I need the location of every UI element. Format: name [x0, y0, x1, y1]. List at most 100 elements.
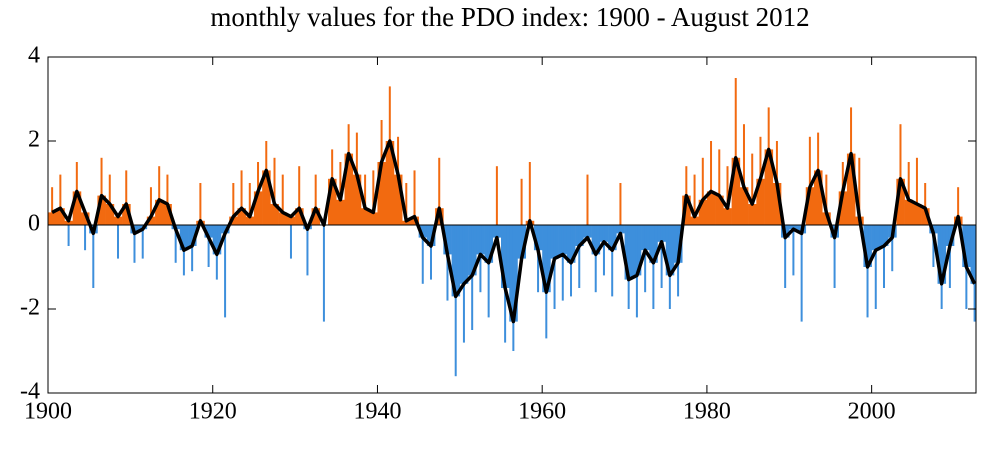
bar	[388, 86, 391, 226]
bar	[199, 183, 202, 225]
bar	[718, 149, 721, 225]
bar	[174, 225, 177, 263]
bar	[495, 166, 498, 225]
chart-title: monthly values for the PDO index: 1900 -…	[210, 2, 809, 32]
bar	[421, 225, 424, 284]
bar	[281, 174, 284, 225]
bar	[149, 187, 152, 225]
bar	[51, 187, 54, 225]
bar	[438, 157, 441, 225]
bar	[561, 225, 564, 301]
bar	[108, 174, 111, 225]
bar	[940, 225, 943, 309]
bar	[800, 225, 803, 322]
bar	[224, 225, 227, 318]
bar	[166, 174, 169, 225]
bar	[59, 174, 62, 225]
smoothed-fill	[64, 220, 74, 225]
bar	[92, 225, 95, 288]
bar	[248, 183, 251, 225]
smoothed-fill	[492, 225, 502, 238]
bar	[726, 166, 729, 225]
x-tick-label: 2000	[848, 399, 896, 425]
x-tick-label: 1980	[683, 399, 731, 425]
bar	[932, 225, 935, 267]
bar	[693, 174, 696, 225]
bar	[273, 157, 276, 225]
x-tick-label: 1900	[24, 399, 72, 425]
bar	[133, 225, 136, 263]
bar	[957, 187, 960, 225]
bar	[866, 225, 869, 318]
smoothed-fill	[113, 216, 123, 225]
bar	[240, 170, 243, 225]
bar	[117, 225, 120, 259]
bar	[314, 174, 317, 225]
bar	[915, 157, 918, 225]
bar	[429, 225, 432, 280]
bar	[84, 225, 87, 251]
x-tick-label: 1920	[189, 399, 237, 425]
bar	[833, 225, 836, 288]
smoothed-fill	[616, 225, 625, 234]
bar	[701, 157, 704, 225]
bar	[298, 166, 301, 225]
bar	[322, 225, 325, 322]
bar	[191, 225, 194, 272]
bar	[158, 166, 161, 225]
bar	[792, 225, 795, 276]
bar	[627, 225, 630, 309]
bar	[734, 78, 737, 225]
bar	[899, 124, 902, 225]
smoothed-fill	[583, 225, 592, 238]
bar	[141, 225, 144, 259]
x-tick-label: 1940	[353, 399, 401, 425]
bar	[306, 225, 309, 276]
y-tick-label: -2	[20, 295, 40, 321]
bar	[619, 183, 622, 225]
bar	[586, 174, 589, 225]
x-tick-label: 1960	[518, 399, 566, 425]
bar	[545, 225, 548, 339]
bar	[808, 136, 811, 225]
bar	[520, 178, 523, 225]
bar	[413, 170, 416, 225]
smoothed-fill	[517, 225, 527, 259]
bar	[924, 183, 927, 225]
smoothed-fill	[970, 225, 976, 284]
bar	[594, 225, 597, 293]
axes: -4 -2 0 2 4 1900 1920 1940 1960 1980 2000	[20, 43, 977, 425]
bar	[265, 141, 268, 225]
bar	[767, 107, 770, 225]
bar	[948, 225, 951, 288]
y-tick-label: 4	[28, 43, 40, 69]
bar	[100, 157, 103, 225]
bar	[660, 225, 663, 288]
y-tick-label: 2	[28, 127, 40, 153]
bar	[602, 225, 605, 276]
bar	[454, 225, 457, 377]
plot-area	[48, 78, 976, 377]
bar	[825, 174, 828, 225]
bar	[710, 141, 713, 225]
bar	[125, 170, 128, 225]
bar	[874, 225, 877, 309]
bar	[347, 124, 350, 225]
bar	[578, 225, 581, 288]
bar	[973, 225, 976, 322]
bar	[644, 225, 647, 293]
bar	[487, 225, 490, 318]
bar	[289, 225, 292, 259]
bar	[891, 225, 894, 272]
bar	[207, 225, 210, 267]
smoothed-line	[51, 139, 976, 324]
bar	[784, 225, 787, 288]
bar	[611, 225, 614, 297]
bar	[232, 183, 235, 225]
smoothed-fill	[286, 216, 296, 225]
y-tick-label: 0	[28, 211, 40, 237]
bar	[67, 225, 70, 246]
bar	[372, 170, 375, 225]
y-tick-label: -4	[20, 379, 40, 405]
